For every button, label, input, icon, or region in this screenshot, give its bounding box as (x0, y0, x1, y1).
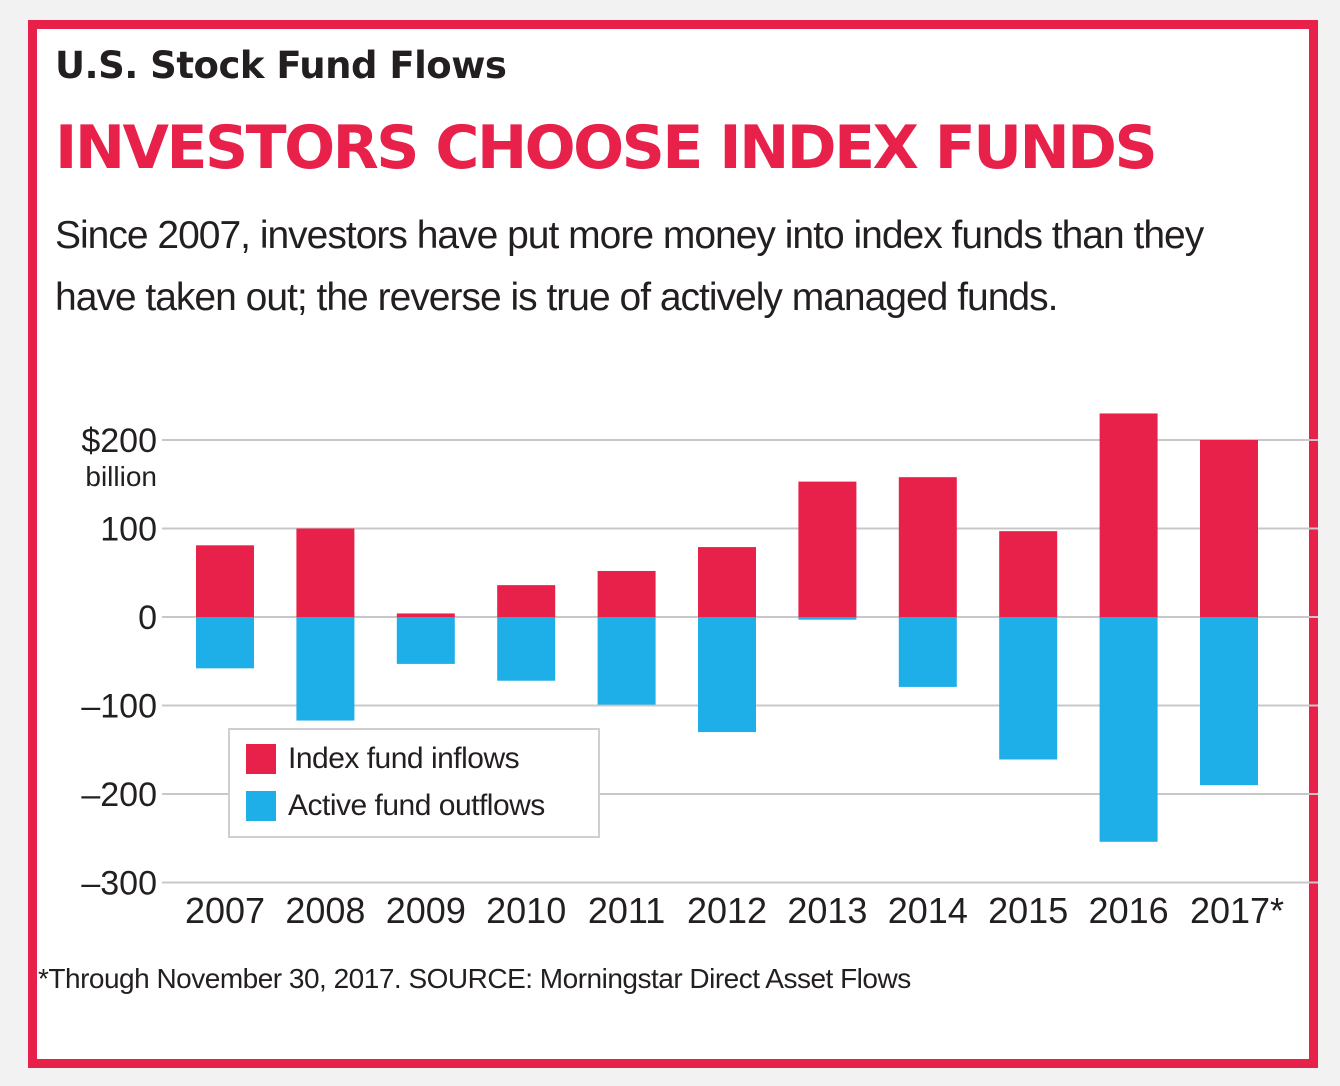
y-tick-label: $200 (81, 422, 157, 460)
x-tick-label: 2009 (386, 890, 466, 931)
x-tick-label: 2016 (1089, 890, 1169, 931)
y-axis-unit-label: billion (85, 461, 157, 492)
legend-swatch-inflows (246, 744, 276, 774)
bar-active-outflow (396, 617, 455, 664)
x-tick-label: 2015 (988, 890, 1068, 931)
legend-label-outflows: Active fund outflows (288, 789, 545, 822)
chart-legend: Index fund inflows Active fund outflows (228, 728, 600, 838)
chart-kicker: U.S. Stock Fund Flows (55, 44, 507, 87)
bar-index-inflow (196, 545, 254, 617)
bar-active-outflow (597, 617, 656, 705)
x-tick-label: 2010 (486, 890, 566, 931)
y-tick-label: –200 (81, 776, 157, 814)
x-axis-tick-labels: 2007 2008 2009 2010 2011 2012 2013 2014 2015 2016… (185, 890, 1284, 931)
x-tick-label: 2014 (888, 890, 968, 931)
x-tick-label: 2011 (588, 890, 665, 931)
y-tick-label: –300 (81, 865, 157, 903)
bar-index-inflow (1099, 413, 1158, 617)
bar-active-outflow (999, 617, 1058, 760)
y-tick-label: 100 (100, 511, 157, 549)
bar-index-inflow (597, 570, 656, 617)
bar-index-inflow (898, 477, 957, 617)
legend-item-inflows: Index fund inflows (246, 742, 520, 776)
bar-index-inflow (497, 585, 556, 617)
bar-index-inflow (798, 481, 857, 617)
legend-swatch-outflows (246, 791, 276, 821)
bar-index-inflow (999, 531, 1058, 617)
bar-active-outflow (1099, 617, 1158, 842)
y-tick-label: –100 (81, 688, 157, 726)
x-tick-label: 2007 (185, 890, 265, 931)
y-axis-tick-labels: $200 100 0 –100 –200 –300 billion (81, 422, 157, 903)
bar-index-inflow (296, 528, 355, 617)
footnote-source: *Through November 30, 2017. SOURCE: Morn… (38, 963, 911, 994)
bar-index-inflow (698, 547, 756, 617)
bar-active-outflow (698, 617, 756, 733)
bar-index-inflow (396, 613, 455, 617)
chart-description: Since 2007, investors have put more mone… (55, 214, 1204, 319)
bar-active-outflow (798, 617, 857, 620)
bar-active-outflow (296, 617, 355, 721)
y-tick-label: 0 (138, 599, 157, 637)
legend-item-outflows: Active fund outflows (246, 789, 545, 823)
bar-active-outflow (898, 617, 957, 687)
x-tick-label: 2017* (1190, 890, 1284, 931)
bar-index-inflow (1200, 440, 1258, 617)
x-tick-label: 2012 (687, 890, 767, 931)
bar-active-outflow (1200, 617, 1258, 786)
chart-headline: INVESTORS CHOOSE INDEX FUNDS (55, 113, 1158, 183)
bar-active-outflow (497, 617, 556, 681)
x-tick-label: 2013 (787, 890, 867, 931)
bars (196, 413, 1258, 842)
legend-label-inflows: Index fund inflows (288, 742, 520, 775)
bar-active-outflow (196, 617, 254, 669)
x-tick-label: 2008 (285, 890, 365, 931)
